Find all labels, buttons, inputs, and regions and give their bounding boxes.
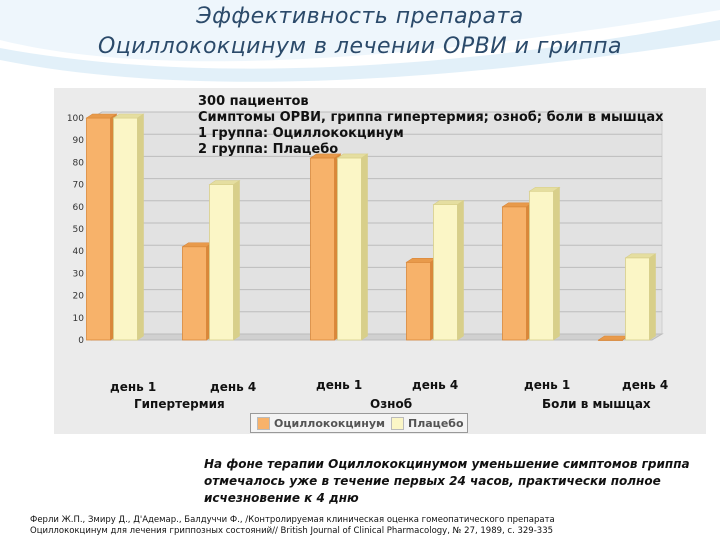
group-label-chills: Озноб — [370, 397, 413, 411]
bar-series2-cat3 — [337, 157, 362, 341]
legend-label-series1: Оциллококцинум — [274, 416, 385, 430]
bar-side-series2-cat4 — [457, 200, 464, 341]
reference-line1: Ферли Ж.П., Змиру Д., Д'Адемар., Балдучч… — [30, 515, 555, 525]
y-tick-label: 30 — [73, 269, 85, 279]
group-label-hyperthermia: Гипертермия — [134, 397, 225, 411]
chart-legend: Оциллококцинум Плацебо — [250, 413, 468, 433]
bar-side-series2-cat3 — [361, 153, 368, 341]
bar-series1-cat2 — [182, 246, 207, 341]
plot-floor — [90, 333, 664, 341]
bar-side-series2-cat2 — [233, 180, 240, 341]
bar-series2-cat5 — [529, 190, 554, 341]
reference: Ферли Ж.П., Змиру Д., Д'Адемар., Балдучч… — [30, 515, 714, 537]
reference-line2: Оциллококцинум для лечения гриппозных со… — [30, 526, 554, 536]
slide-title-line1: Эффективность препарата — [196, 4, 524, 29]
y-tick-label: 90 — [73, 136, 85, 146]
bar-series2-cat6 — [625, 257, 650, 341]
y-tick-label: 20 — [73, 292, 85, 302]
legend-swatch-series1 — [257, 416, 270, 430]
y-tick-label: 0 — [78, 336, 84, 346]
category-label-2: день 4 — [210, 380, 257, 394]
bar-side-series2-cat6 — [649, 253, 656, 341]
slide-title-line2: Оциллококцинум в лечении ОРВИ и гриппа — [97, 34, 623, 59]
y-tick-label: 70 — [73, 181, 85, 191]
bar-series1-cat5 — [502, 206, 527, 341]
y-tick-label: 60 — [73, 203, 85, 213]
bar-series2-cat1 — [113, 117, 138, 341]
note-line1: На фоне терапии Оциллококцинумом уменьше… — [204, 457, 690, 471]
bar-series1-cat4 — [406, 261, 431, 341]
y-tick-label: 80 — [73, 158, 85, 168]
group-label-muscle-pain: Боли в мышцах — [542, 397, 651, 411]
category-label-4: день 4 — [412, 378, 459, 392]
bar-series1-cat1 — [86, 117, 111, 341]
y-tick-label: 50 — [73, 225, 85, 235]
category-label-6: день 4 — [622, 378, 669, 392]
bar-side-series2-cat1 — [137, 113, 144, 341]
bar-side-series2-cat5 — [553, 186, 560, 341]
bar-series1-cat3 — [310, 157, 335, 341]
legend-label-series2: Плацебо — [408, 416, 464, 430]
info-group2: 2 группа: Плацебо — [198, 142, 339, 157]
bar-chart: 0 10 20 30 40 50 60 70 80 90 100 — [67, 111, 664, 346]
category-label-3: день 1 — [316, 378, 363, 392]
bar-series2-cat4 — [433, 204, 458, 341]
conclusion-note: На фоне терапии Оциллококцинумом уменьше… — [204, 456, 714, 507]
legend-swatch-series2 — [391, 416, 404, 430]
note-line3: исчезновение к 4 дню — [204, 491, 359, 505]
category-label-1: день 1 — [110, 380, 157, 394]
y-tick-label: 100 — [67, 114, 84, 124]
y-tick-label: 10 — [73, 314, 85, 324]
y-tick-label: 40 — [73, 247, 85, 257]
info-group1: 1 группа: Оциллококцинум — [198, 126, 404, 141]
info-patients: 300 пациентов — [198, 94, 309, 109]
category-label-5: день 1 — [524, 378, 571, 392]
info-symptoms: Симптомы ОРВИ, гриппа гипертермия; озноб… — [198, 110, 664, 125]
study-info: 300 пациентов Симптомы ОРВИ, гриппа гипе… — [198, 94, 664, 158]
chart-panel: 0 10 20 30 40 50 60 70 80 90 100 день 1 день 4 ден… — [54, 88, 706, 434]
bar-series2-cat2 — [209, 184, 234, 341]
note-line2: отмечалось уже в течение первых 24 часов… — [204, 474, 661, 488]
